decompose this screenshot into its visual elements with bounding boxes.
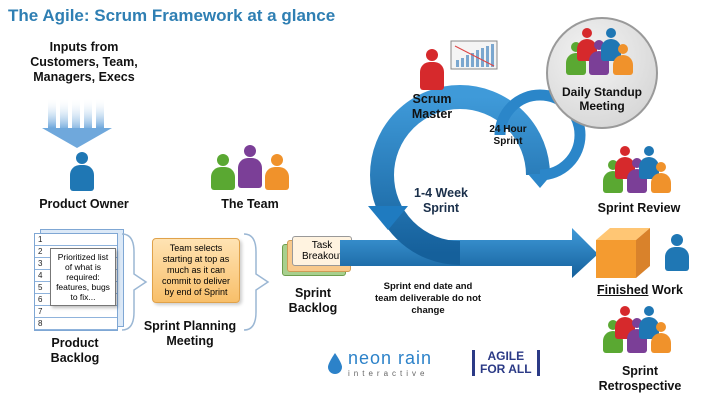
team-member-icon: [638, 146, 660, 180]
daily-standup-label: Daily Standup Meeting: [561, 85, 642, 113]
agile-text: AGILE: [487, 349, 525, 363]
team-member-icon: [210, 150, 236, 190]
sprint-end-note: Sprint end date and team deliverable do …: [374, 281, 482, 316]
backlog-row: 1: [35, 234, 117, 246]
raindrop-icon: [328, 353, 342, 374]
finished-word: Finished: [597, 283, 649, 297]
team-member-icon: [600, 28, 622, 62]
team-member-icon: [664, 234, 690, 272]
sprint-retrospective-label: Sprint Retrospective: [598, 364, 682, 393]
work-word: Work: [648, 283, 683, 297]
product-owner-label: Product Owner: [39, 197, 129, 211]
sprint-planning-label: Sprint Planning Meeting: [143, 319, 237, 348]
for-all-text: FOR ALL: [480, 362, 532, 376]
product-backlog-label: Product Backlog: [50, 336, 100, 365]
sprint-backlog-label: Sprint Backlog: [288, 286, 338, 315]
team-member-icon: [236, 145, 264, 190]
cube-icon: [596, 228, 650, 278]
backlog-row: 8: [35, 318, 117, 330]
scrum-master-label: Scrum Master: [411, 92, 453, 121]
product-owner-icon: [68, 152, 96, 192]
input-arrows: [42, 98, 112, 148]
page-title: The Agile: Scrum Framework at a glance: [8, 6, 336, 25]
neon-rain-logo: neon rain interactive: [326, 348, 456, 378]
week-sprint-label: 1-4 Week Sprint: [414, 186, 468, 215]
agile-for-all-logo: AGILE FOR ALL: [472, 350, 540, 376]
backlog-note: Prioritized list of what is required: fe…: [50, 248, 116, 306]
sprint-review-label: Sprint Review: [597, 201, 681, 215]
team-member-icon: [264, 150, 290, 190]
team-member-icon: [650, 162, 672, 194]
interactive-text: interactive: [348, 369, 429, 378]
neon-rain-text: neon rain: [348, 348, 433, 368]
finished-work-label: Finished Work: [588, 283, 692, 298]
bracket-icon: [121, 233, 148, 331]
scrum-master-icon: [418, 49, 446, 91]
inputs-label: Inputs from Customers, Team, Managers, E…: [30, 40, 138, 84]
team-member-icon: [650, 322, 672, 354]
burndown-chart-icon: [450, 40, 498, 70]
the-team-label: The Team: [221, 197, 279, 211]
hour-sprint-label: 24 Hour Sprint: [489, 124, 527, 147]
backlog-row: 7: [35, 306, 117, 318]
team-member-icon: [638, 306, 660, 340]
bracket-icon: [243, 233, 270, 331]
team-member-icon: [612, 44, 634, 76]
sprint-planning-box: Team selects starting at top as much as …: [152, 238, 240, 303]
